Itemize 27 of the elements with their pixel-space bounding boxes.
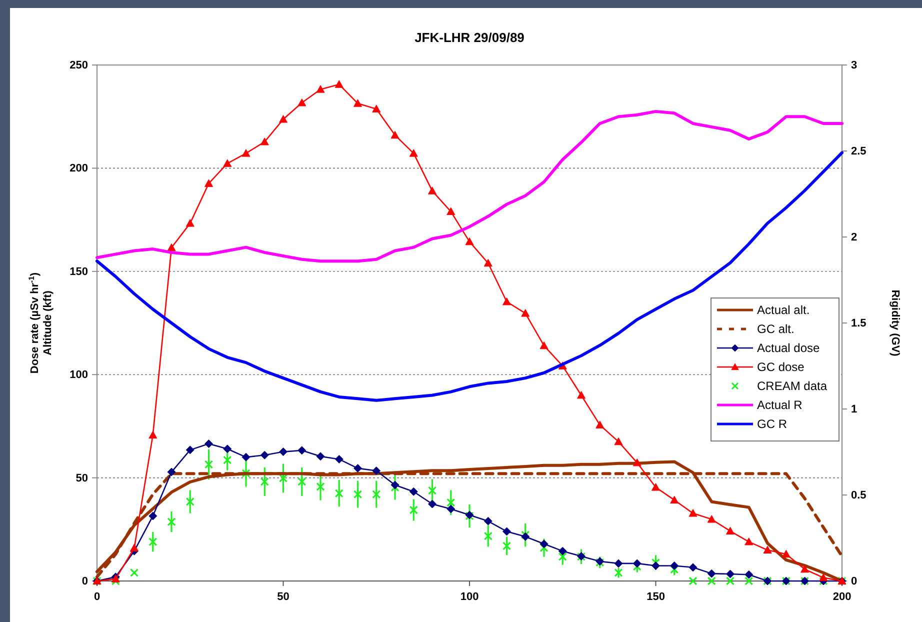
legend-label: GC R — [757, 417, 788, 431]
legend-label: GC alt. — [757, 322, 794, 336]
y2-tick-label: 2.5 — [851, 146, 866, 158]
y2-tick-label: 2 — [851, 232, 858, 244]
x-tick-label: 0 — [94, 590, 100, 603]
x-tick-label: 150 — [646, 590, 665, 603]
y-tick-label: 150 — [70, 266, 88, 278]
y2-tick-label: 1 — [851, 404, 858, 416]
legend-label: Actual dose — [757, 341, 820, 355]
chart-title: JFK-LHR 29/09/89 — [414, 30, 524, 45]
y-tick-label: 100 — [70, 369, 88, 382]
y2-tick-label: 3 — [851, 60, 858, 72]
y2-tick-label: 0 — [851, 576, 858, 588]
y-tick-label: 200 — [70, 162, 88, 175]
x-tick-label: 200 — [832, 590, 852, 603]
y-tick-label: 0 — [82, 576, 88, 588]
x-tick-label: 50 — [277, 590, 290, 603]
y2-axis-title: Rigidity (GV) — [889, 290, 901, 357]
y2-tick-label: 0.5 — [851, 490, 866, 502]
x-tick-label: 100 — [460, 590, 479, 603]
legend-label: Actual R — [757, 398, 803, 412]
legend-label: CREAM data — [757, 379, 828, 393]
legend-label: GC dose — [757, 360, 805, 374]
y2-tick-label: 1.5 — [851, 318, 866, 330]
legend-label: Actual alt. — [757, 303, 810, 317]
y-tick-label: 250 — [70, 60, 88, 72]
y-tick-label: 50 — [76, 472, 88, 484]
